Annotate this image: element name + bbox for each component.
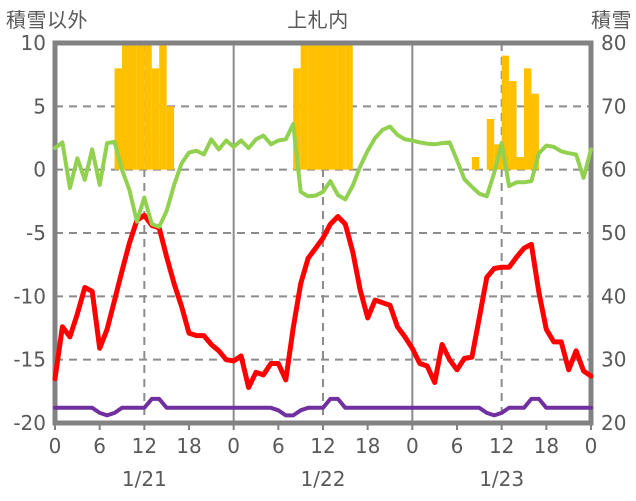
orange-bars xyxy=(345,43,353,170)
orange-bars xyxy=(524,68,532,170)
orange-bars xyxy=(159,43,167,170)
right-axis-tick-label: 70 xyxy=(601,94,626,118)
orange-bars xyxy=(144,43,152,170)
orange-bars xyxy=(486,119,495,170)
orange-bars xyxy=(114,68,122,170)
x-axis-hour-label: 18 xyxy=(176,434,201,458)
x-axis-hour-label: 6 xyxy=(272,434,285,458)
green-line xyxy=(53,122,593,229)
x-axis-day-label: 1/22 xyxy=(301,467,346,491)
x-axis-hour-label: 0 xyxy=(406,434,419,458)
left-axis-tick-label: -5 xyxy=(26,221,46,245)
x-axis-hour-label: 0 xyxy=(585,434,598,458)
x-axis-hour-label: 0 xyxy=(49,434,62,458)
right-axis-tick-label: 40 xyxy=(601,284,626,308)
x-axis-hour-label: 6 xyxy=(93,434,106,458)
orange-bars xyxy=(323,43,331,170)
x-axis-day-label: 1/23 xyxy=(479,467,524,491)
purple-line xyxy=(53,396,593,418)
x-axis-hour-label: 0 xyxy=(227,434,240,458)
orange-bars xyxy=(166,106,175,170)
left-axis-tick-label: -10 xyxy=(13,284,46,308)
right-axis-title: 積雪 xyxy=(591,8,632,32)
left-axis-tick-label: -20 xyxy=(13,411,46,435)
left-axis-tick-label: 10 xyxy=(21,31,46,55)
orange-bars xyxy=(122,43,130,170)
orange-bars xyxy=(308,43,316,170)
x-axis-hour-label: 12 xyxy=(489,434,514,458)
right-axis-tick-label: 80 xyxy=(601,31,626,55)
left-axis-title: 積雪以外 xyxy=(6,8,88,32)
x-axis-hour-label: 18 xyxy=(355,434,380,458)
chart-title: 上札内 xyxy=(287,8,349,32)
orange-bars xyxy=(337,43,346,170)
orange-bars xyxy=(300,43,309,170)
orange-bars xyxy=(516,157,524,170)
orange-bars xyxy=(330,43,338,170)
red-line xyxy=(52,212,594,390)
orange-bars xyxy=(293,68,301,170)
x-axis-hour-label: 18 xyxy=(534,434,559,458)
right-axis-tick-label: 50 xyxy=(601,221,626,245)
left-axis-tick-label: -15 xyxy=(13,348,46,372)
orange-bars xyxy=(501,55,510,170)
orange-bars xyxy=(129,43,137,170)
orange-bars xyxy=(509,81,517,170)
right-axis-tick-label: 20 xyxy=(601,411,626,435)
x-axis-hour-label: 12 xyxy=(132,434,157,458)
orange-bars xyxy=(471,157,480,170)
left-axis-tick-label: 5 xyxy=(33,94,46,118)
x-axis-day-label: 1/21 xyxy=(122,467,167,491)
x-axis-hour-label: 6 xyxy=(451,434,464,458)
right-axis-tick-label: 30 xyxy=(601,348,626,372)
plot-frame xyxy=(52,40,594,426)
orange-bars xyxy=(315,43,323,170)
orange-bars xyxy=(136,43,145,170)
right-axis-tick-label: 60 xyxy=(601,158,626,182)
left-axis-tick-label: 0 xyxy=(33,158,46,182)
orange-bars xyxy=(531,93,539,170)
x-axis-hour-label: 12 xyxy=(310,434,335,458)
orange-bars xyxy=(151,68,160,170)
